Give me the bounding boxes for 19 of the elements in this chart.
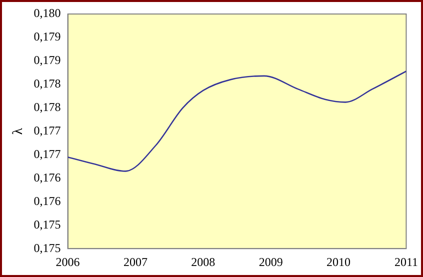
x-tick-label: 2009 <box>258 254 283 269</box>
x-tick-label: 2008 <box>191 254 216 269</box>
y-tick-label: 0,177 <box>34 146 61 161</box>
line-series <box>68 70 406 172</box>
y-axis-title: λ <box>11 128 26 135</box>
x-tick-label: 2011 <box>394 254 418 269</box>
y-tick-label: 0,176 <box>34 194 61 208</box>
y-tick-label: 0,179 <box>34 30 61 44</box>
y-tick-label: 0,178 <box>34 76 61 91</box>
y-tick-label: 0,176 <box>34 170 61 184</box>
y-tick-label: 0,175 <box>34 217 61 232</box>
x-tick-label: 2010 <box>326 254 351 269</box>
x-tick-label: 2006 <box>56 254 80 269</box>
y-tick-label: 0,180 <box>34 6 61 20</box>
x-tick-label: 2007 <box>123 254 148 269</box>
y-tick-label: 0,179 <box>34 53 61 68</box>
y-tick-label: 0,177 <box>34 123 61 138</box>
y-tick-label: 0,175 <box>34 240 61 255</box>
y-tick-label: 0,178 <box>34 100 61 114</box>
